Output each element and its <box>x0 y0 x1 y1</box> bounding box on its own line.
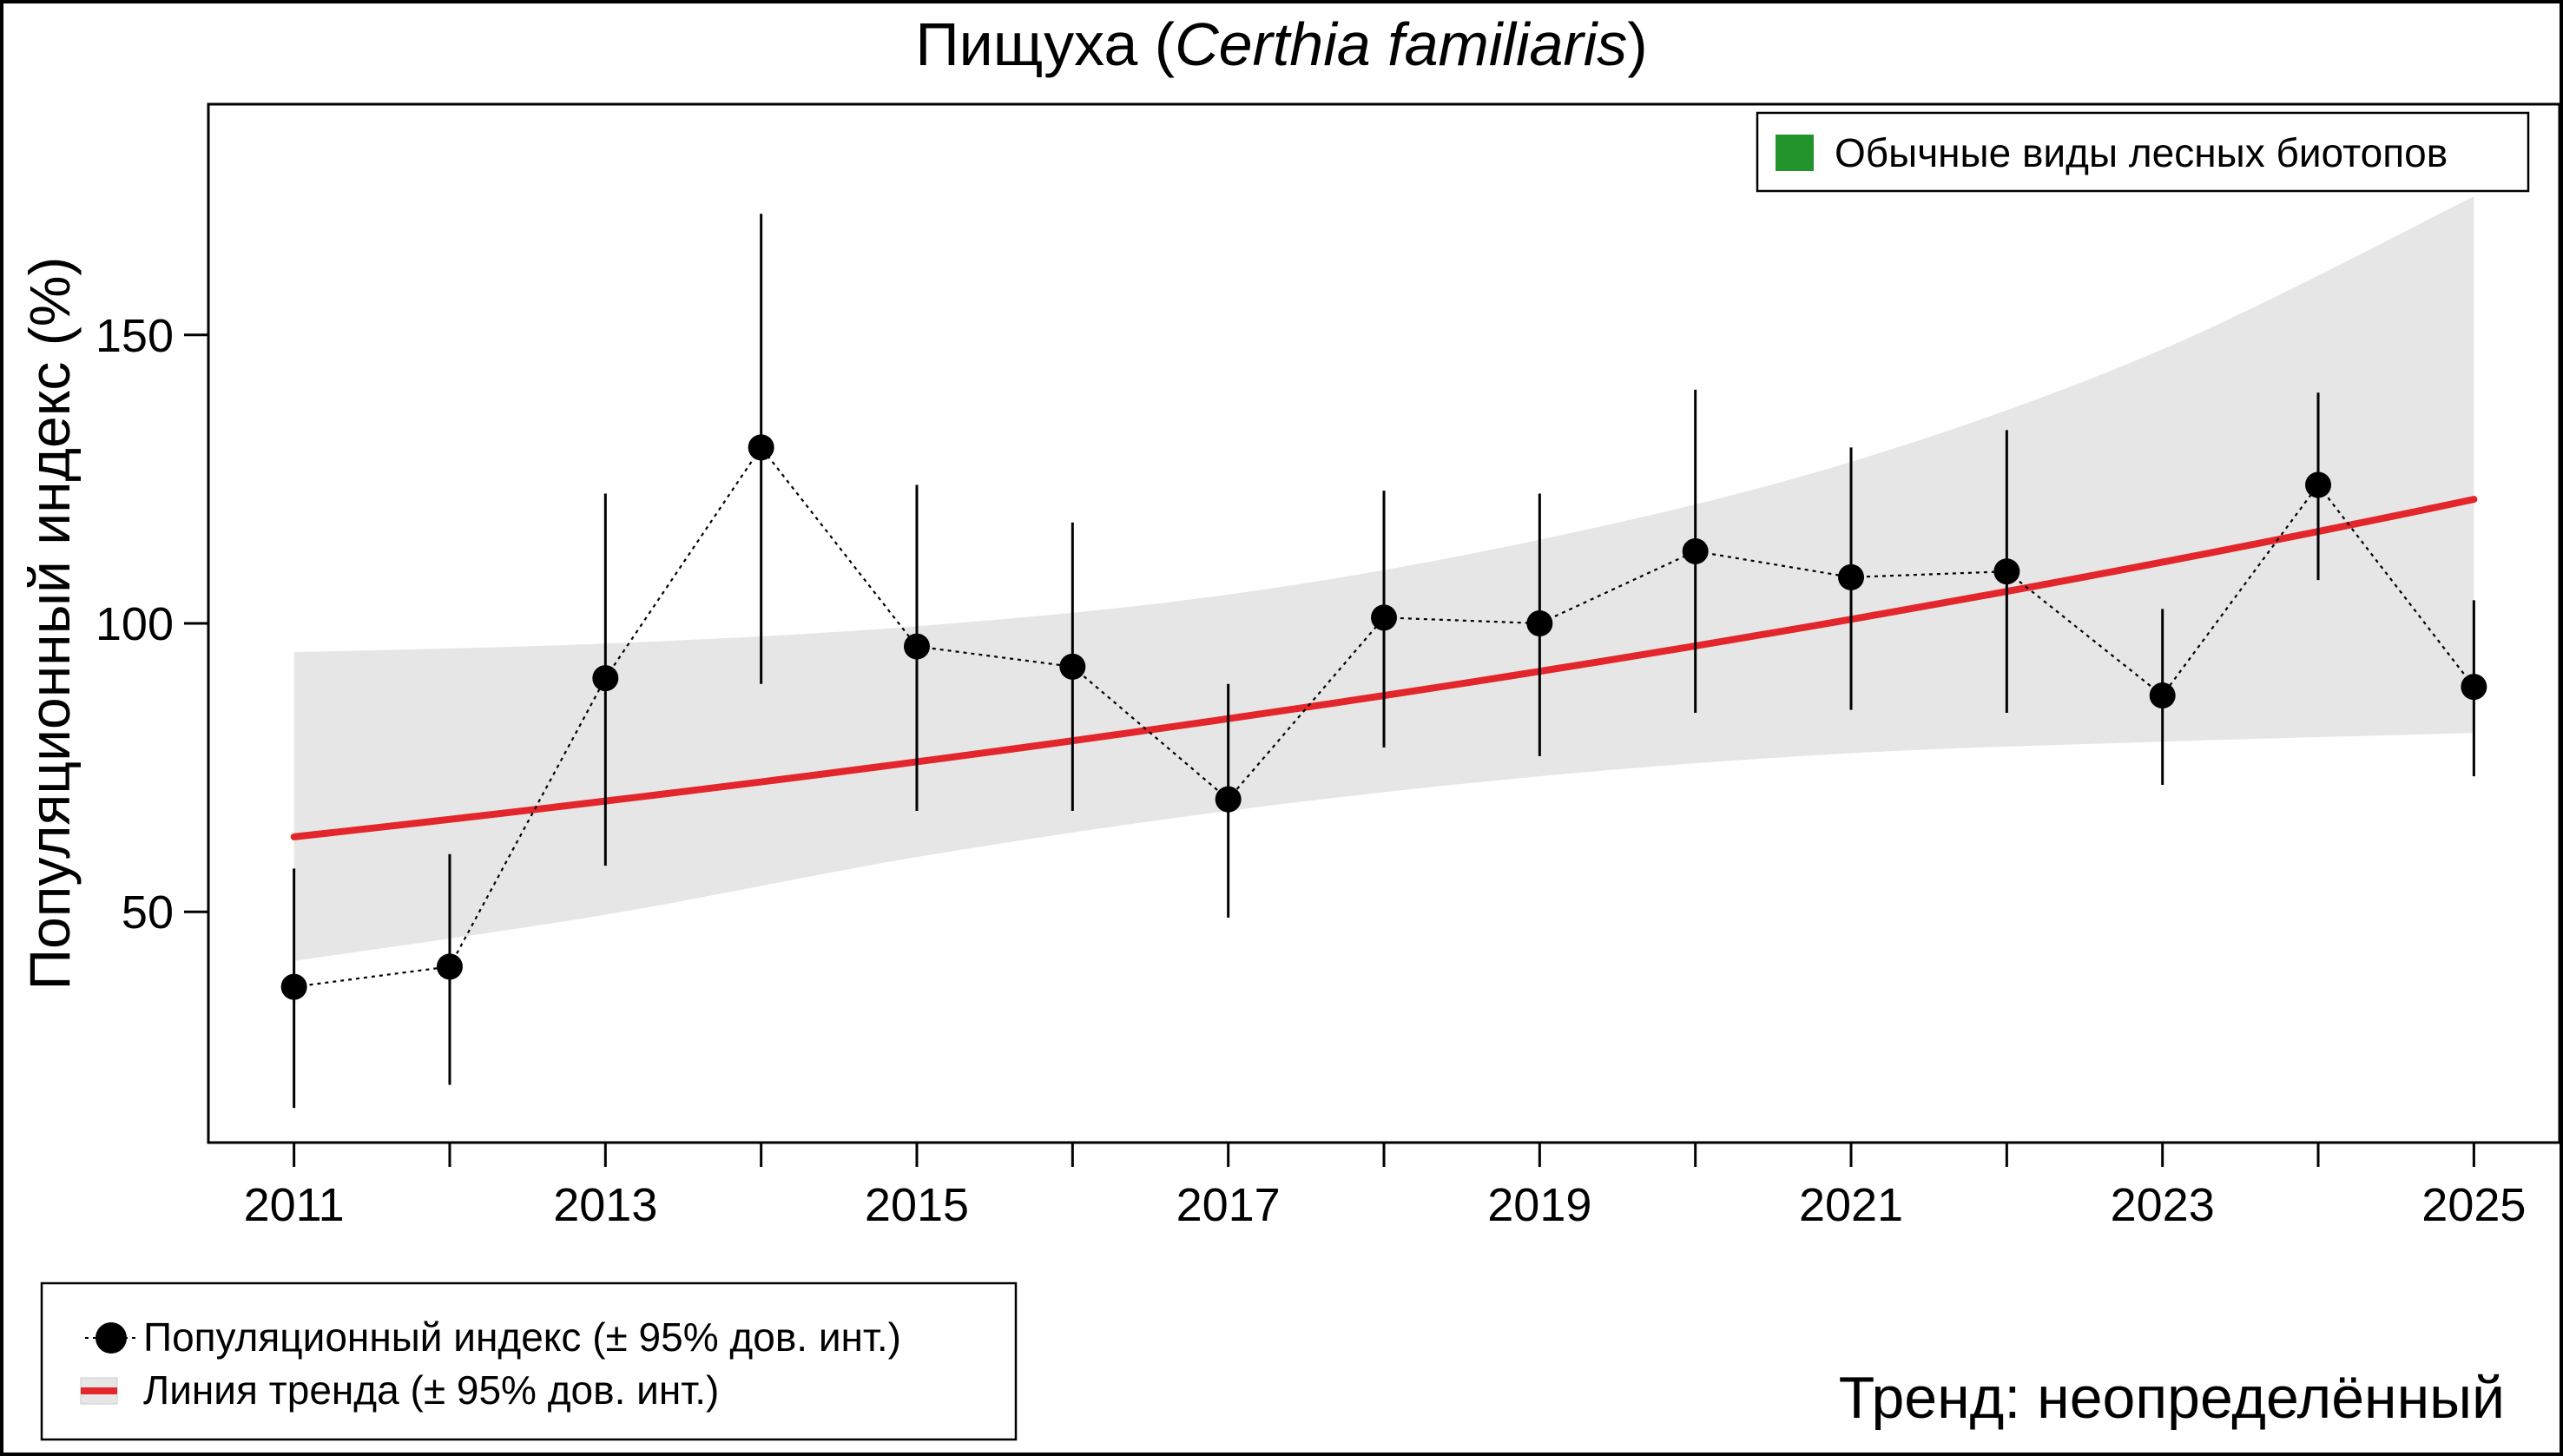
y-tick-label-100: 100 <box>96 598 174 650</box>
inner-legend-swatch <box>1776 135 1814 171</box>
trend-classification: Тренд: неопределённый <box>1839 1365 2505 1431</box>
x-tick-label-2025: 2025 <box>2421 1179 2526 1231</box>
index-point-2014 <box>748 434 774 461</box>
x-axis: 2011 2013 2015 2017 2019 2021 2023 2025 <box>244 1143 2526 1231</box>
index-point-2011 <box>280 973 307 1000</box>
title-suffix: ) <box>1627 10 1647 78</box>
index-point-2017 <box>1215 786 1242 813</box>
bottom-legend-box <box>40 1281 1018 1441</box>
index-series-layer <box>280 214 2487 1109</box>
y-tick-label-50: 50 <box>122 886 174 939</box>
index-point-2019 <box>1526 610 1553 636</box>
inner-legend: Обычные виды лесных биотопов <box>1756 111 2530 193</box>
y-axis: 50 100 150 <box>96 310 208 939</box>
index-point-2016 <box>1059 653 1086 680</box>
index-point-2024 <box>2305 471 2332 498</box>
x-tick-label-2015: 2015 <box>865 1179 969 1231</box>
x-tick-label-2019: 2019 <box>1487 1179 1591 1231</box>
y-axis-label: Популяционный индекс (%) <box>17 257 82 991</box>
index-point-2025 <box>2461 674 2487 701</box>
chart-title: Пищуха (Certhia familiaris) <box>915 10 1647 78</box>
index-point-2012 <box>436 953 463 980</box>
index-point-2013 <box>592 665 619 692</box>
bottom-legend: Популяционный индекс (± 95% дов. инт.) Л… <box>40 1281 1018 1441</box>
inner-legend-box <box>1756 111 2530 193</box>
x-tick-label-2023: 2023 <box>2111 1179 2215 1231</box>
x-tick-label-2021: 2021 <box>1799 1179 1903 1231</box>
x-tick-label-2011: 2011 <box>244 1179 345 1231</box>
index-point-2020 <box>1682 537 1709 564</box>
inner-legend-label: Обычные виды лесных биотопов <box>1835 130 2448 175</box>
title-prefix: Пищуха ( <box>915 10 1175 78</box>
legend-index-label: Популяционный индекс (± 95% дов. инт.) <box>143 1314 901 1360</box>
legend-trend-label: Линия тренда (± 95% дов. инт.) <box>143 1367 719 1413</box>
index-point-2015 <box>903 633 930 660</box>
y-tick-label-150: 150 <box>96 310 174 362</box>
x-tick-label-2017: 2017 <box>1176 1179 1281 1231</box>
legend-index-marker <box>96 1322 127 1354</box>
title-species: Certhia familiaris <box>1175 10 1627 78</box>
x-tick-label-2013: 2013 <box>553 1179 657 1231</box>
index-point-2022 <box>1993 558 2020 585</box>
index-point-2023 <box>2149 682 2176 709</box>
index-point-2018 <box>1371 604 1397 631</box>
index-point-2021 <box>1838 563 1865 590</box>
